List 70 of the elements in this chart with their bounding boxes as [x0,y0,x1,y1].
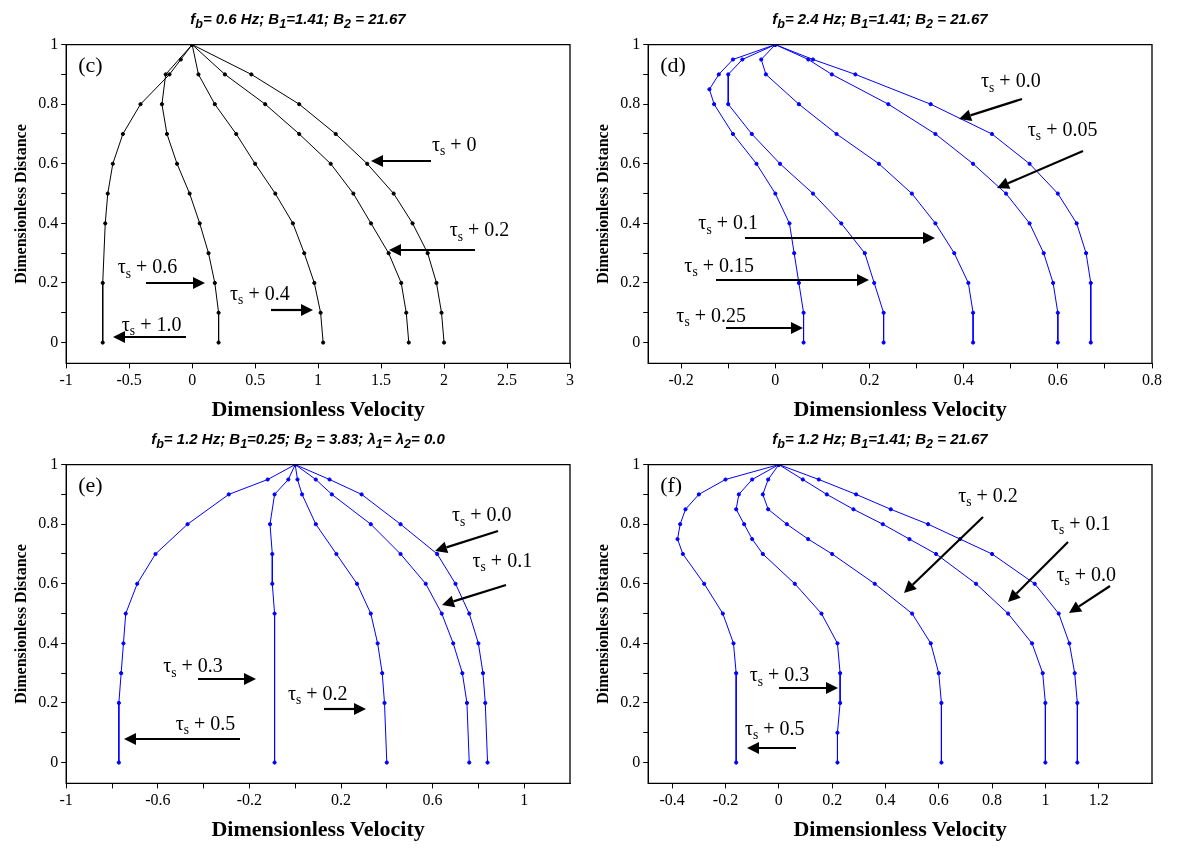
x-tick-label: 2.5 [497,371,518,389]
x-tick-label: 1 [314,371,323,389]
y-tick-label: 0 [632,752,641,770]
x-tick-label: 0.6 [422,791,443,809]
x-tick-label: 0 [771,371,780,389]
y-tick-label: 1 [632,34,641,52]
x-axis-title: Dimensionless Velocity [793,816,1007,842]
x-axis-title: Dimensionless Velocity [211,816,425,842]
y-tick-label: 0.6 [620,153,641,171]
y-tick-label: 0.6 [38,573,59,591]
x-tick-label: 0.6 [1047,371,1068,389]
annotation: (d) [660,52,686,78]
x-tick-label: 0.6 [928,791,949,809]
y-tick-label: 0.8 [38,514,59,532]
y-tick-label: 0 [632,332,641,350]
x-axis-title: Dimensionless Velocity [211,396,425,422]
x-tick-label: 0.8 [982,791,1003,809]
y-tick-label: 0.4 [620,633,641,651]
x-tick-label: 0.5 [245,371,266,389]
x-tick-label: 0.8 [1142,371,1162,389]
y-tick-label: 0.4 [620,213,641,231]
x-tick-label: 2 [440,371,449,389]
y-axis-title: Dimensionless Distance [593,544,611,704]
x-tick-label: -0.6 [145,791,171,809]
x-tick-label: -0.2 [712,791,739,809]
y-tick-label: 0 [50,332,59,350]
x-axis-title: Dimensionless Velocity [793,396,1007,422]
x-tick-label: 0.4 [953,371,974,389]
chart-title: f$_{b}$= 1.2 Hz; B$_{1}$=0.25; B$_{2}$ = 3.83; λ$_{1}$= λ$_{2}$= 0.0 [151,430,445,451]
x-tick-label: -0.4 [659,791,685,809]
y-tick-label: 0.4 [38,213,59,231]
x-tick-label: 1 [520,791,529,809]
annotation: (e) [78,472,103,498]
x-tick-label: 0.2 [822,791,843,809]
y-tick-label: 0.4 [38,633,59,651]
y-tick-label: 0.2 [38,693,59,711]
x-tick-label: 0.2 [331,791,351,809]
x-tick-label: -1 [59,371,73,389]
x-tick-label: -0.5 [116,371,142,389]
y-tick-label: 0.8 [38,94,59,112]
annotation: (f) [660,472,683,498]
x-tick-label: 3 [566,371,574,389]
y-tick-label: 0 [50,752,59,770]
x-tick-label: 0 [774,791,783,809]
x-tick-label: -1 [59,791,73,809]
y-tick-label: 0.8 [620,514,641,532]
x-tick-label: 0.2 [859,371,880,389]
chart-title: f$_{b}$= 0.6 Hz; B$_{1}$=1.41; B$_{2}$ = 21.67 [189,9,407,32]
x-tick-label: 1 [1041,791,1050,809]
y-axis-title: Dimensionless Distance [11,544,29,704]
y-axis-title: Dimensionless Distance [593,124,611,284]
y-tick-label: 0.6 [38,153,59,171]
x-tick-label: 1.2 [1088,791,1109,809]
y-tick-label: 1 [632,454,641,472]
y-tick-label: 0.2 [38,273,59,291]
x-tick-label: 1.5 [371,371,392,389]
x-tick-label: -0.2 [236,791,263,809]
annotation: (c) [78,52,103,78]
chart-title: f$_{b}$= 2.4 Hz; B$_{1}$=1.41; B$_{2}$ = 21.67 [771,9,989,32]
x-tick-label: 0.4 [875,791,896,809]
chart-title: f$_{b}$= 1.2 Hz; B$_{1}$=1.41; B$_{2}$ = 21.67 [771,429,989,452]
y-tick-label: 0.8 [620,94,641,112]
y-tick-label: 0.2 [620,273,641,291]
x-tick-label: 0 [188,371,197,389]
y-tick-label: 1 [50,454,59,472]
y-tick-label: 1 [50,34,59,52]
y-tick-label: 0.2 [620,693,641,711]
y-tick-label: 0.6 [620,573,641,591]
x-tick-label: -0.2 [668,371,694,389]
y-axis-title: Dimensionless Distance [11,124,29,284]
